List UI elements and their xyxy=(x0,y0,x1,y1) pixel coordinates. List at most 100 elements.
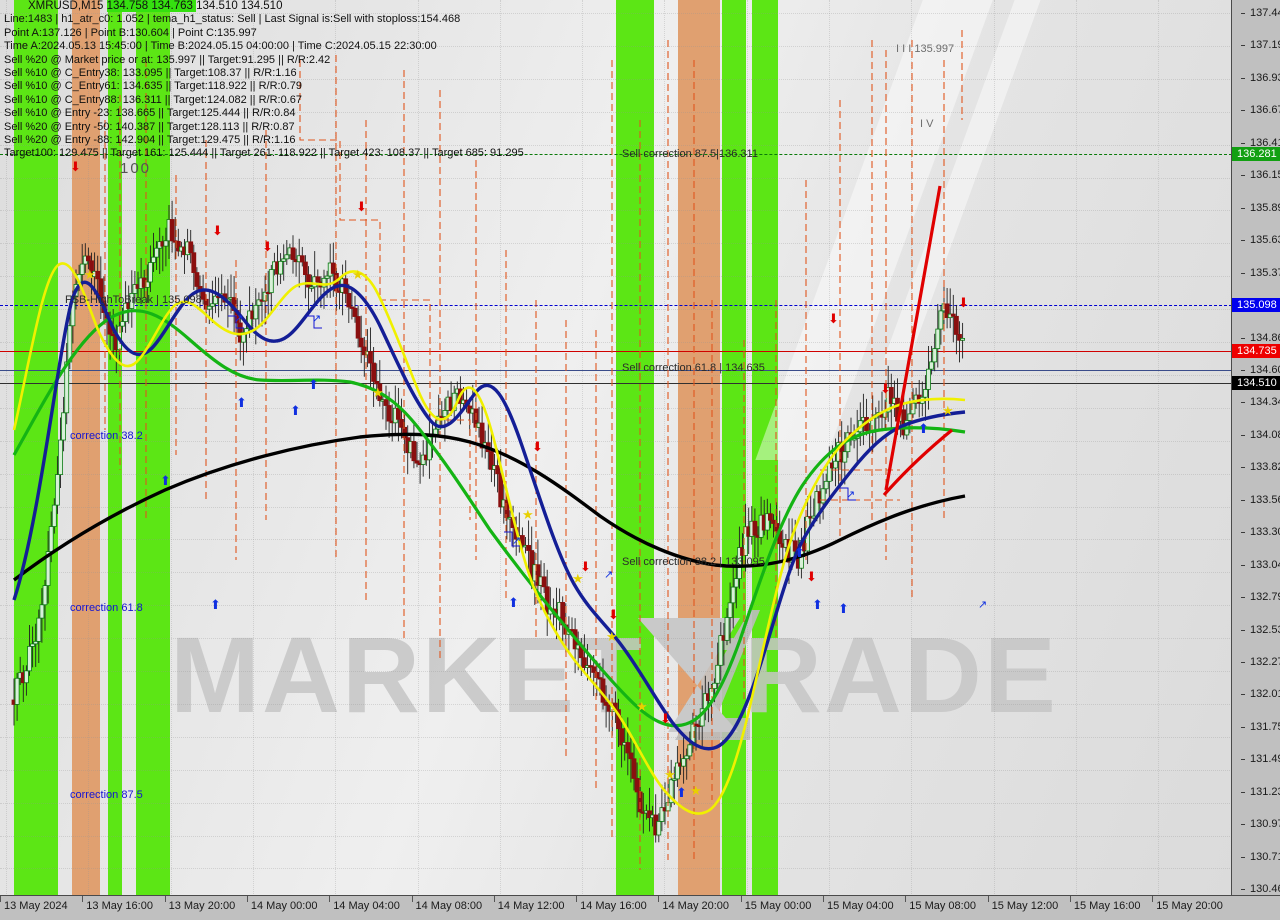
time-axis[interactable]: 13 May 2024 13 May 16:00 13 May 20:00 14 Ma… xyxy=(0,895,1280,920)
time-tick: 14 May 16:00 xyxy=(580,900,647,912)
session-band-7 xyxy=(752,0,778,896)
grid-row xyxy=(0,835,1232,837)
price-tick: 136.670 xyxy=(1241,104,1280,117)
diagonal-arrow-icon: ↗ xyxy=(604,569,614,581)
star-marker-icon: ★ xyxy=(572,571,584,586)
time-tick: 14 May 12:00 xyxy=(497,900,565,912)
star-marker-icon: ★ xyxy=(372,385,384,400)
grid-col xyxy=(252,0,254,896)
time-tick: 15 May 20:00 xyxy=(1156,900,1223,912)
session-band-1 xyxy=(72,0,100,896)
entry-marker-lines xyxy=(228,315,856,547)
sell-arrow-icon: ⬇ xyxy=(660,711,671,726)
grid-row xyxy=(0,605,1232,607)
time-tick: 15 May 00:00 xyxy=(744,900,812,912)
time-tick-sep xyxy=(1152,896,1154,902)
sell-arrow-icon: ⬇ xyxy=(806,569,817,584)
sell-arrow-icon: ⬇ xyxy=(880,381,891,396)
grid-row xyxy=(0,736,1232,738)
grid-row xyxy=(0,177,1232,179)
price-tick: 133.305 xyxy=(1241,526,1280,539)
price-tick: 132.530 xyxy=(1241,624,1280,637)
price-tick: 131.235 xyxy=(1241,786,1280,799)
time-tick-sep xyxy=(82,896,84,902)
ohlc-value-2: 134.510 xyxy=(196,0,241,12)
grid-row xyxy=(0,276,1232,278)
time-tick-sep xyxy=(493,896,495,902)
session-band-4 xyxy=(616,0,654,896)
buy-arrow-icon: ⬆ xyxy=(508,595,519,610)
grid-row xyxy=(0,111,1232,113)
time-tick: 15 May 04:00 xyxy=(827,900,894,912)
price-tick: 135.895 xyxy=(1241,202,1280,215)
buy-arrow-icon: ⬆ xyxy=(308,377,319,392)
grid-col xyxy=(1158,0,1160,896)
star-marker-icon: ★ xyxy=(664,767,676,782)
grid-col xyxy=(746,0,748,896)
time-tick: 14 May 08:00 xyxy=(415,900,483,912)
header-line-1: Point A:137.126 | Point B:130.604 | Poin… xyxy=(4,26,257,39)
grid-row xyxy=(0,407,1232,409)
diagonal-arrow-icon: ↗ xyxy=(978,599,988,611)
buy-arrow-icon: ⬆ xyxy=(160,473,171,488)
time-tick-sep xyxy=(576,896,578,902)
grid-row xyxy=(0,868,1232,870)
grid-col xyxy=(582,0,584,896)
grid-row xyxy=(0,539,1232,541)
sell-arrow-icon: ⬇ xyxy=(532,439,543,454)
time-tick: 15 May 16:00 xyxy=(1073,900,1141,912)
price-tick: 130.715 xyxy=(1241,851,1280,864)
chart-annotation-1: FSB-HighToBreak | 135.098 xyxy=(65,294,202,306)
buy-arrow-icon: ⬆ xyxy=(290,403,301,418)
header-line-8: Sell %20 @ Entry -50: 140.387 || Target:… xyxy=(4,120,295,133)
header-line-4: Sell %10 @ C_Entry38: 133.095 || Target:… xyxy=(4,67,297,80)
chart-annotation-4: Sell correction 38.2 | 133.095 xyxy=(622,556,765,568)
buy-arrow-icon: ⬆ xyxy=(794,545,805,560)
price-tag-green: 136.281 xyxy=(1232,147,1280,161)
diagonal-arrow-icon: ↗ xyxy=(234,313,244,325)
chart-annotation-8: I I I 135.997 xyxy=(896,43,955,55)
price-level-current-bid xyxy=(0,351,1232,352)
time-tick: 14 May 04:00 xyxy=(333,900,400,912)
chart-info-header: XMRUSD,M15 134.758 134.763 134.510 134.5… xyxy=(4,0,524,161)
grid-col xyxy=(6,0,7,896)
session-band-3 xyxy=(136,0,170,896)
star-marker-icon: ★ xyxy=(522,507,534,522)
time-tick: 15 May 08:00 xyxy=(909,900,976,912)
sell-arrow-icon: ⬇ xyxy=(70,159,81,174)
grid-row xyxy=(0,13,1232,14)
price-tick: 136.410 xyxy=(1241,137,1280,150)
chart-plot-area[interactable]: MARKET TRADE xyxy=(0,0,1232,896)
header-line-7: Sell %10 @ Entry -23: 138.665 || Target:… xyxy=(4,107,296,120)
grid-col xyxy=(417,0,419,896)
buy-arrow-icon: ⬆ xyxy=(676,785,687,800)
diagonal-arrow-icon: ↗ xyxy=(512,535,522,547)
grid-col xyxy=(170,0,172,896)
header-line-2: Time A:2024.05.13 15:45:00 | Time B:2024… xyxy=(4,40,437,53)
grid-row xyxy=(0,671,1232,672)
chart-annotation-7: correction 87.5 xyxy=(70,789,143,801)
grid-row xyxy=(0,572,1232,574)
chart-annotation-2: Sell correction 87.5|136.311 xyxy=(622,148,758,160)
ohlc-value-3: 134.510 xyxy=(240,0,283,12)
chart-annotation-0: 100 xyxy=(120,160,152,177)
price-tick: 137.445 xyxy=(1241,7,1280,20)
grid-row xyxy=(0,45,1232,47)
chart-annotation-9: I V xyxy=(920,118,934,130)
time-tick: 13 May 20:00 xyxy=(168,900,236,912)
buy-arrow-icon: ⬆ xyxy=(236,395,247,410)
grid-row xyxy=(0,309,1232,311)
ohlc-value-0: 134.758 xyxy=(106,0,152,12)
star-marker-icon: ★ xyxy=(690,783,702,798)
price-axis[interactable]: 137.445 137.190 136.930 136.670 136.410 136.1… xyxy=(1231,0,1280,896)
sell-arrow-icon: ⬇ xyxy=(212,223,223,238)
time-tick: 14 May 20:00 xyxy=(662,900,730,912)
grid-row xyxy=(0,342,1232,343)
price-tick: 136.930 xyxy=(1241,72,1280,85)
price-tick: 133.565 xyxy=(1241,494,1280,507)
time-tick-sep xyxy=(246,896,248,902)
time-tick-sep xyxy=(411,896,413,902)
chart-series-overlay xyxy=(11,30,966,870)
grid-col xyxy=(664,0,666,896)
